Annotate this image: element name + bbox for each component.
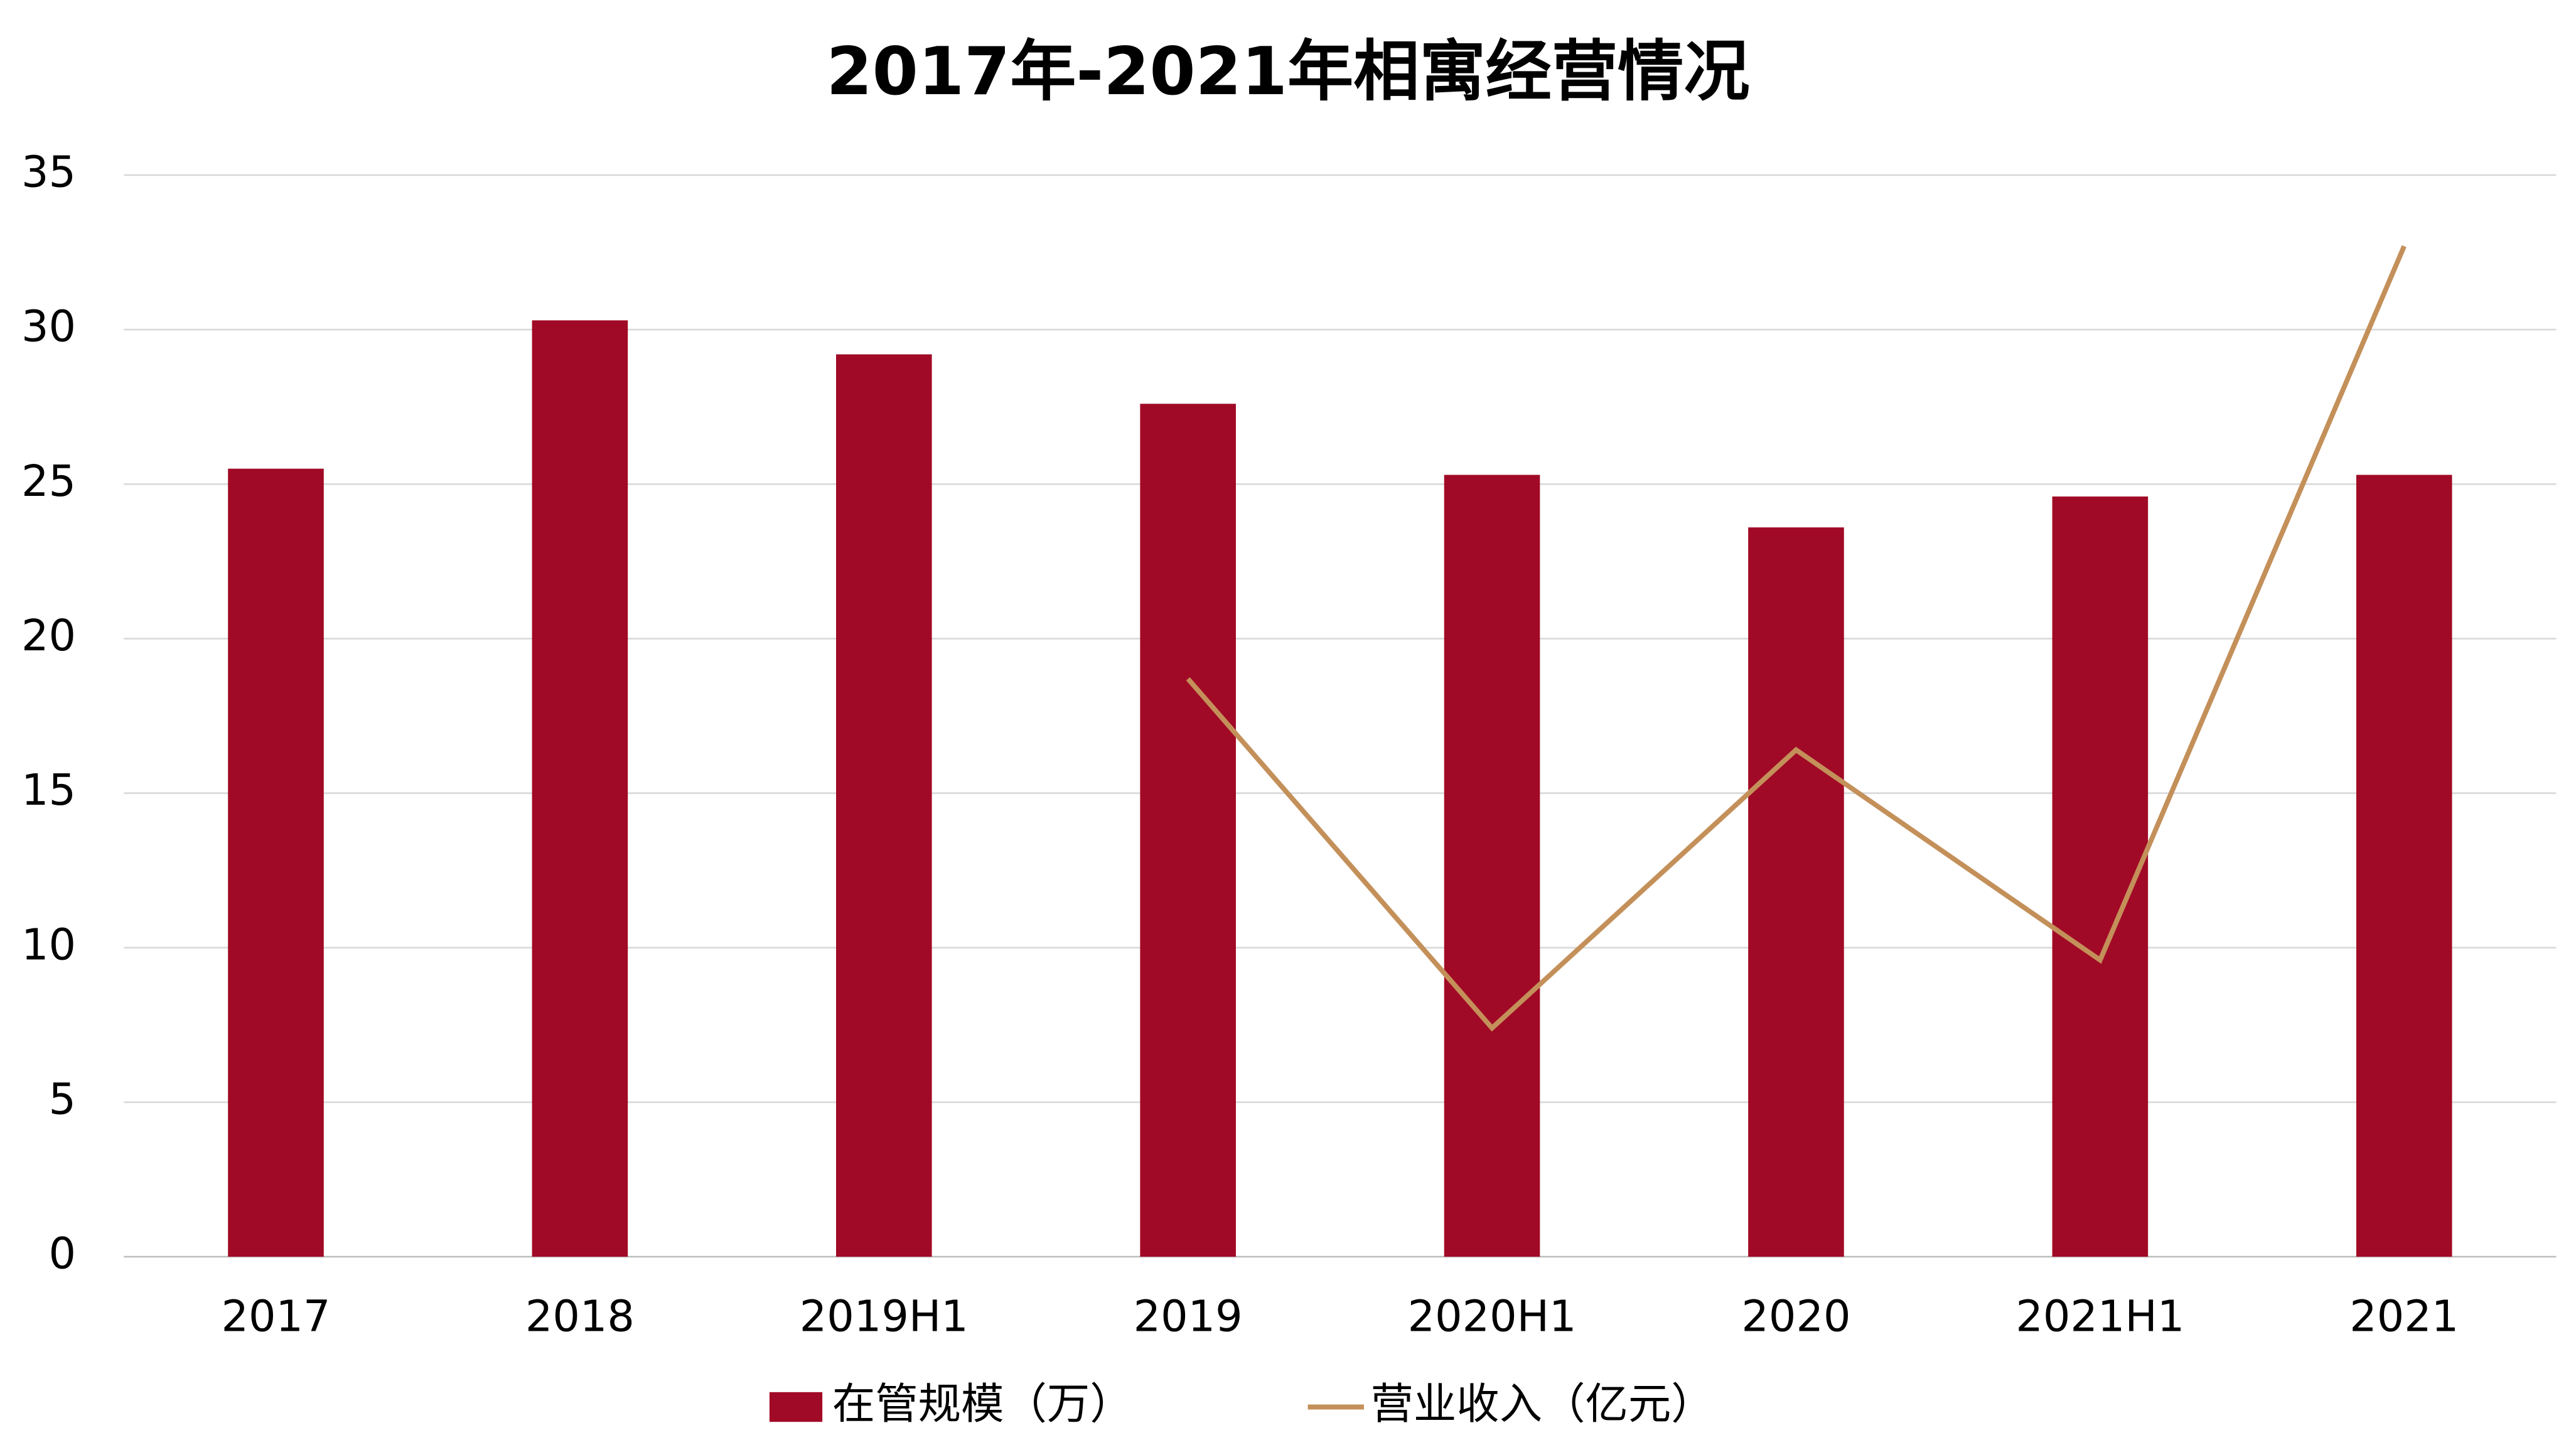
x-tick-label: 2021 [2349,1292,2459,1342]
y-tick-label: 0 [48,1230,76,1279]
bar [1748,527,1844,1257]
bar [835,354,932,1257]
x-tick-label: 2021H1 [2015,1292,2184,1342]
y-tick-label: 20 [21,611,76,661]
bar [1140,404,1236,1257]
y-tick-label: 25 [21,457,76,507]
bar [228,468,324,1257]
bar [532,320,628,1257]
x-tick-label: 2019 [1134,1292,1243,1342]
y-tick-label: 5 [48,1075,76,1124]
bar [2052,496,2149,1257]
y-tick-label: 10 [21,920,76,970]
legend-swatch [769,1392,823,1422]
bar [2356,475,2452,1257]
y-tick-label: 15 [21,766,76,815]
x-tick-label: 2019H1 [800,1292,969,1342]
y-tick-label: 30 [21,303,76,352]
x-tick-label: 2017 [221,1292,330,1342]
x-tick-label: 2020 [1741,1292,1850,1342]
chart-title: 2017年-2021年相寓经营情况 [826,33,1749,110]
line [1186,245,2407,1032]
x-tick-label: 2018 [525,1292,635,1342]
legend-label: 营业收入（亿元） [1371,1380,1714,1429]
bar [1444,475,1540,1257]
y-tick-label: 35 [21,148,76,198]
x-tick-label: 2020H1 [1408,1292,1577,1342]
legend-label: 在管规模（万） [832,1380,1133,1429]
